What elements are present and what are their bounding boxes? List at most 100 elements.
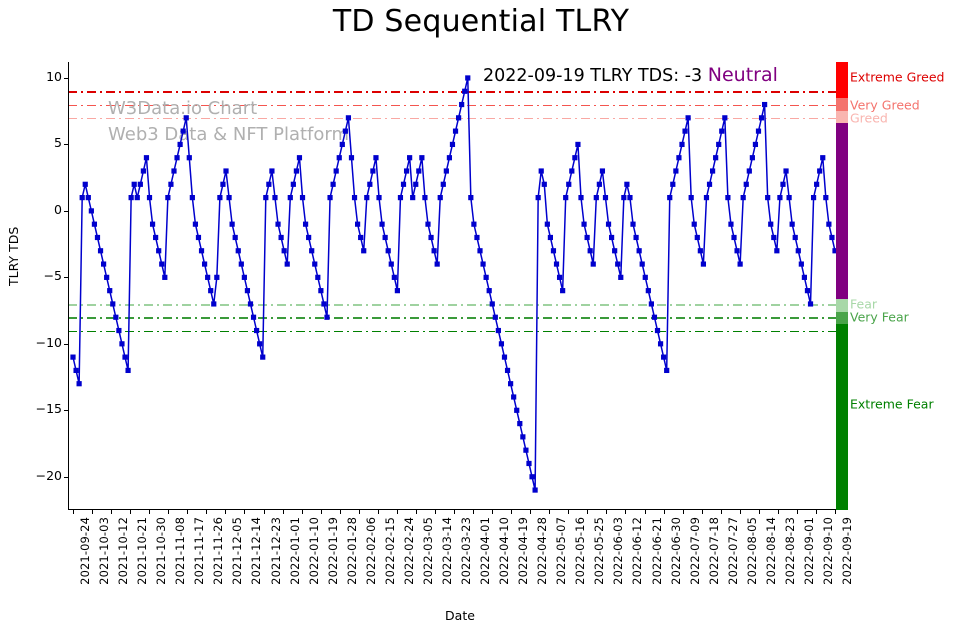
data-point-marker [217,195,223,201]
data-point-marker [581,221,587,227]
data-point-marker [771,234,777,241]
data-point-marker [682,128,688,134]
data-point-marker [550,248,557,254]
data-point-marker [70,354,76,360]
data-point-marker [752,141,759,148]
data-point-marker [309,248,315,254]
data-point-marker [250,314,257,320]
data-point-marker [407,155,413,161]
data-point-marker [88,208,94,214]
data-point-marker [673,168,679,174]
x-tick-mark [92,510,94,514]
data-point-marker [547,234,553,241]
data-point-marker [235,248,241,254]
series-line [72,77,836,491]
data-point-marker [312,261,318,267]
x-tick-mark [835,510,836,514]
data-point-marker [676,155,682,161]
data-point-marker [299,195,306,201]
data-point-marker [755,128,762,134]
threshold-line-greed [68,117,840,120]
data-point-marker [146,195,153,201]
x-tick-mark [377,510,379,514]
data-point-marker [198,248,205,254]
data-point-marker [633,234,639,241]
data-point-marker [131,181,137,187]
data-point-marker [425,221,431,227]
data-point-marker [713,155,719,161]
data-point-marker [373,155,379,161]
colorbar-label-greed: Greed [850,110,888,126]
data-point-marker [143,155,150,161]
data-point-marker [342,128,348,134]
data-point-marker [345,115,352,121]
data-point-marker [645,288,651,294]
data-point-marker [208,288,214,294]
data-point-marker [192,221,199,227]
y-tick-label: −20 [35,467,62,483]
x-tick-mark [434,510,436,514]
data-point-marker [544,221,550,227]
data-point-marker [232,234,238,241]
threshold-line-very-greed [68,104,840,107]
data-point-marker [719,128,725,134]
data-point-marker [572,155,578,161]
data-point-marker [134,195,140,201]
data-point-marker [452,128,459,134]
colorbar-segment [836,123,848,299]
data-point-marker [149,221,156,227]
data-point-marker [382,234,388,241]
data-point-marker [556,274,563,280]
x-tick-mark [549,510,551,514]
y-axis-label: TLRY TDS [6,226,21,286]
x-tick-mark [815,510,817,514]
data-point-marker [379,221,385,227]
data-point-marker [462,88,468,94]
data-point-marker [290,181,296,187]
data-point-marker [477,248,483,254]
data-point-marker [627,195,633,201]
data-point-marker [758,115,765,121]
data-point-marker [177,141,183,148]
data-point-marker [801,274,807,280]
data-point-marker [125,367,131,374]
data-point-marker [786,195,792,201]
data-point-marker [535,195,541,201]
data-point-marker [777,195,783,201]
data-point-marker [560,288,566,294]
data-point-marker [397,195,404,201]
data-point-marker [615,261,621,267]
annotation-text: 2022-09-19 TLRY TDS: -3 [483,66,703,86]
x-tick-mark [282,510,284,514]
data-point-marker [590,261,596,267]
data-point-marker [376,195,382,201]
data-point-marker [434,261,440,267]
data-point-marker [174,155,180,161]
data-point-marker [664,367,670,374]
x-tick-mark [244,510,246,514]
data-point-marker [223,168,229,174]
data-point-marker [630,221,636,227]
x-tick-mark [682,510,684,514]
x-tick-mark [720,510,722,514]
data-point-marker [162,274,168,280]
data-point-marker [504,367,511,374]
data-point-marker [532,487,538,493]
x-tick-mark [663,510,665,514]
colorbar-segment [836,323,848,510]
x-tick-mark [530,510,532,514]
data-point-marker [694,234,700,241]
data-point-marker [541,181,547,187]
data-point-marker [91,221,98,227]
x-tick-mark [301,510,303,514]
data-point-marker [703,195,710,201]
data-point-marker [394,288,400,294]
data-point-marker [110,301,116,307]
data-point-marker [492,314,498,320]
data-point-marker [278,234,284,241]
colorbar-segment [836,298,848,312]
data-point-marker [254,327,260,334]
x-tick-mark [739,510,741,514]
data-point-marker [563,195,569,201]
